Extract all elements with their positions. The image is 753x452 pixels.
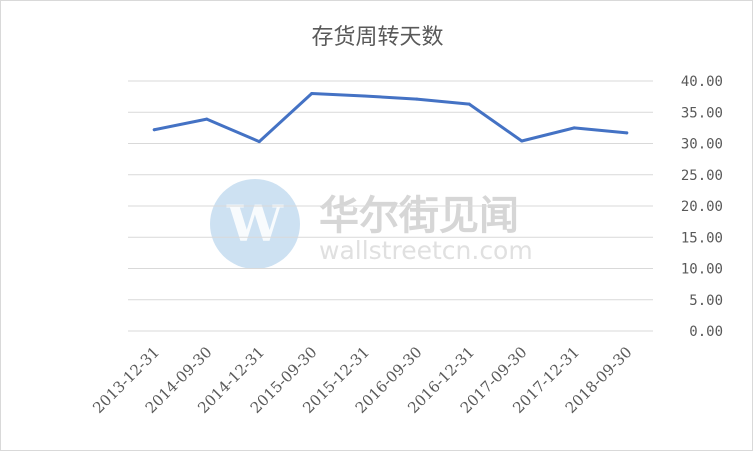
data-point (310, 92, 314, 95)
watermark-logo-icon (210, 179, 300, 269)
y-tick-label: 40.00 (681, 74, 723, 90)
watermark-name-en: wallstreetcn.com (319, 236, 533, 265)
y-tick-label: 15.00 (681, 230, 723, 246)
data-point (625, 131, 629, 135)
y-tick-label: 10.00 (681, 262, 723, 278)
chart-title: 存货周转天数 (311, 25, 444, 50)
watermark-name-cn: 华尔街见闻 (319, 193, 519, 239)
y-tick-label: 0.00 (689, 324, 723, 340)
data-point (467, 102, 471, 106)
data-point (362, 94, 366, 98)
y-tick-label: 30.00 (681, 137, 723, 153)
series-layer (152, 92, 629, 144)
data-point (205, 117, 209, 121)
y-tick-label: 25.00 (681, 168, 723, 184)
data-point (572, 126, 576, 130)
data-point (520, 139, 524, 143)
y-tick-label: 5.00 (689, 293, 723, 309)
series-line (152, 92, 629, 144)
x-axis-tick-labels: 2013-12-312014-09-302014-12-312015-09-30… (89, 343, 635, 417)
data-point (152, 128, 156, 132)
y-axis-tick-labels: 0.00 5.00 10.00 15.00 20.00 25.00 30.00 35.00 40… (681, 74, 723, 340)
y-tick-label: 20.00 (681, 199, 723, 215)
watermark: W 华尔街见闻 wallstreetcn.com (210, 179, 533, 269)
gridlines (128, 80, 653, 332)
data-point (257, 140, 261, 144)
watermark-logo-letter: W (226, 194, 284, 253)
y-tick-label: 35.00 (681, 105, 723, 121)
data-point (415, 97, 419, 101)
